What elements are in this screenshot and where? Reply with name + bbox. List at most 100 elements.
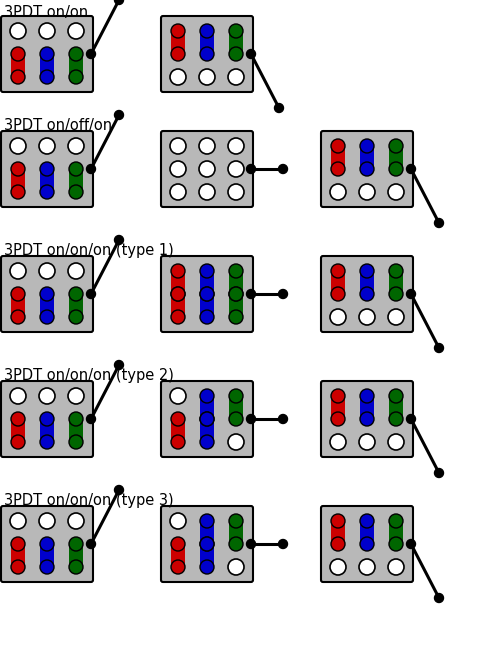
Circle shape xyxy=(69,162,83,176)
Circle shape xyxy=(433,343,443,353)
Circle shape xyxy=(329,559,345,575)
Circle shape xyxy=(330,514,344,528)
Circle shape xyxy=(169,513,186,529)
Circle shape xyxy=(86,415,96,424)
Polygon shape xyxy=(359,521,373,544)
Circle shape xyxy=(359,412,373,426)
Polygon shape xyxy=(388,521,402,544)
Circle shape xyxy=(228,161,243,177)
Circle shape xyxy=(68,138,84,154)
Circle shape xyxy=(114,0,123,5)
Circle shape xyxy=(228,138,243,154)
Circle shape xyxy=(171,560,185,574)
Polygon shape xyxy=(40,169,54,192)
Polygon shape xyxy=(388,271,402,294)
Circle shape xyxy=(200,412,214,426)
Circle shape xyxy=(228,434,243,450)
Polygon shape xyxy=(359,146,373,169)
Circle shape xyxy=(39,138,55,154)
Polygon shape xyxy=(330,396,344,419)
Circle shape xyxy=(228,184,243,200)
FancyBboxPatch shape xyxy=(320,256,412,332)
Circle shape xyxy=(40,185,54,199)
Circle shape xyxy=(68,388,84,404)
Circle shape xyxy=(359,389,373,403)
Circle shape xyxy=(358,184,374,200)
FancyBboxPatch shape xyxy=(161,381,252,457)
Polygon shape xyxy=(69,544,83,567)
Circle shape xyxy=(330,412,344,426)
Circle shape xyxy=(246,290,255,298)
Circle shape xyxy=(246,50,255,58)
Polygon shape xyxy=(228,31,242,54)
Circle shape xyxy=(329,309,345,325)
Polygon shape xyxy=(11,419,25,442)
FancyBboxPatch shape xyxy=(320,506,412,582)
Polygon shape xyxy=(228,521,242,544)
Circle shape xyxy=(406,290,415,298)
Circle shape xyxy=(114,235,123,245)
Circle shape xyxy=(329,434,345,450)
FancyBboxPatch shape xyxy=(1,506,93,582)
Circle shape xyxy=(11,435,25,449)
Polygon shape xyxy=(11,54,25,77)
Circle shape xyxy=(11,412,25,426)
Text: 3PDT on/on: 3PDT on/on xyxy=(4,5,88,20)
Circle shape xyxy=(330,264,344,278)
Circle shape xyxy=(359,514,373,528)
Polygon shape xyxy=(359,396,373,419)
Polygon shape xyxy=(200,419,214,442)
Circle shape xyxy=(388,389,402,403)
Circle shape xyxy=(169,161,186,177)
Polygon shape xyxy=(171,294,185,317)
FancyBboxPatch shape xyxy=(1,16,93,92)
Polygon shape xyxy=(40,419,54,442)
Polygon shape xyxy=(11,169,25,192)
Polygon shape xyxy=(69,419,83,442)
Circle shape xyxy=(246,415,255,424)
Circle shape xyxy=(228,412,242,426)
Circle shape xyxy=(69,70,83,84)
Circle shape xyxy=(11,47,25,61)
Circle shape xyxy=(200,537,214,551)
Circle shape xyxy=(200,310,214,324)
Circle shape xyxy=(228,537,242,551)
Circle shape xyxy=(171,537,185,551)
Circle shape xyxy=(10,23,26,39)
Polygon shape xyxy=(200,521,214,544)
Circle shape xyxy=(274,103,283,112)
Circle shape xyxy=(278,165,287,173)
Circle shape xyxy=(114,111,123,120)
Circle shape xyxy=(387,559,403,575)
Circle shape xyxy=(228,559,243,575)
Polygon shape xyxy=(40,54,54,77)
Circle shape xyxy=(69,287,83,301)
Polygon shape xyxy=(330,521,344,544)
FancyBboxPatch shape xyxy=(1,131,93,207)
Circle shape xyxy=(11,310,25,324)
Circle shape xyxy=(69,47,83,61)
Circle shape xyxy=(68,263,84,279)
Circle shape xyxy=(11,560,25,574)
Circle shape xyxy=(40,560,54,574)
Circle shape xyxy=(40,537,54,551)
Circle shape xyxy=(388,162,402,176)
Polygon shape xyxy=(200,294,214,317)
Circle shape xyxy=(359,139,373,153)
Circle shape xyxy=(388,139,402,153)
Circle shape xyxy=(228,287,242,301)
FancyBboxPatch shape xyxy=(1,381,93,457)
Circle shape xyxy=(359,264,373,278)
Polygon shape xyxy=(171,419,185,442)
Circle shape xyxy=(359,287,373,301)
Polygon shape xyxy=(200,271,214,294)
Circle shape xyxy=(200,47,214,61)
Circle shape xyxy=(69,435,83,449)
Circle shape xyxy=(40,412,54,426)
Circle shape xyxy=(11,70,25,84)
Circle shape xyxy=(68,513,84,529)
Circle shape xyxy=(171,287,185,301)
Circle shape xyxy=(359,537,373,551)
Circle shape xyxy=(228,389,242,403)
Circle shape xyxy=(11,537,25,551)
